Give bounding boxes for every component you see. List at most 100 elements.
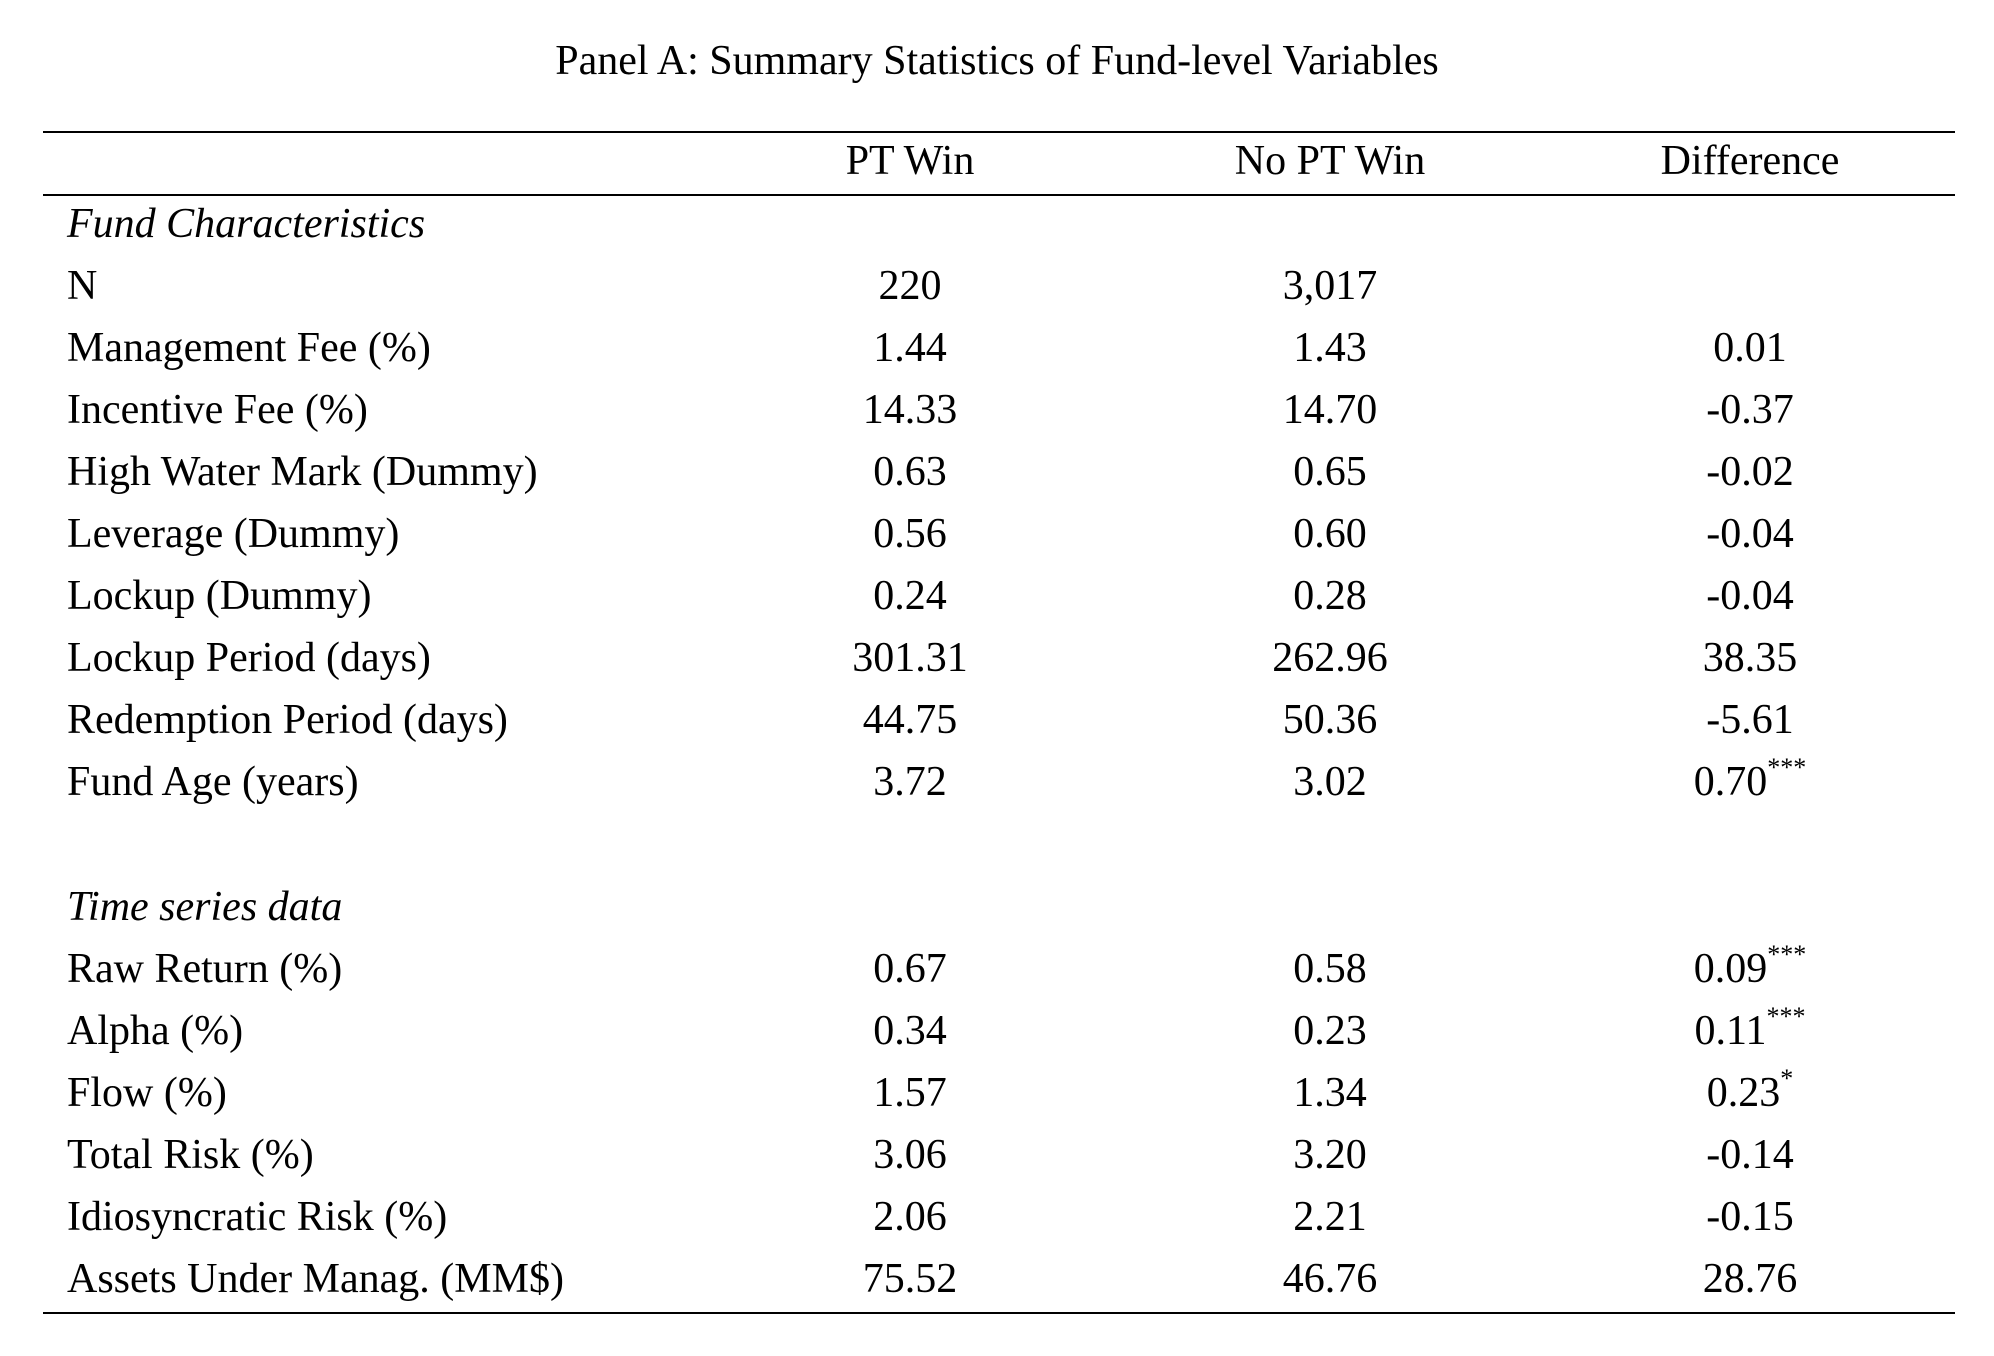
section-label: Fund Characteristics [67,201,426,247]
no-pt-win-value: 1.43 [1293,325,1367,371]
difference-value: -0.37 [1706,387,1794,433]
table-header-row: PT Win No PT Win Difference [0,130,1994,192]
no-pt-win-value: 0.23 [1293,1008,1367,1054]
table-row: Redemption Period (days) 44.75 50.36 -5.61 [0,689,1994,751]
table-row: Assets Under Manag. (MM$) 75.52 46.76 28.76 [0,1248,1994,1310]
difference-cell: 0.70*** [1630,751,1870,813]
difference-value: -0.15 [1706,1194,1794,1240]
pt-win-value: 0.34 [873,1008,947,1054]
difference-value: 0.09 [1693,946,1768,992]
difference-value: -0.04 [1706,511,1794,557]
row-label: Flow (%) [67,1070,227,1116]
row-label: Assets Under Manag. (MM$) [67,1256,564,1302]
row-label: Raw Return (%) [67,946,343,992]
row-label: Fund Age (years) [67,759,359,805]
significance-stars: *** [1767,753,1807,782]
difference-cell: 0.01 [1630,317,1870,379]
top-rule [43,131,1955,133]
no-pt-win-value: 3.20 [1293,1132,1367,1178]
difference-cell: -0.04 [1630,503,1870,565]
no-pt-win-value: 46.76 [1282,1256,1378,1302]
difference-cell: -5.61 [1630,689,1870,751]
pt-win-value: 0.24 [873,573,947,619]
difference-value: -0.04 [1706,573,1794,619]
no-pt-win-value: 0.65 [1293,449,1367,495]
pt-win-value: 14.33 [862,387,958,433]
header-no-pt-win: No PT Win [1234,138,1426,184]
no-pt-win-value: 14.70 [1282,387,1378,433]
table-row: Total Risk (%) 3.06 3.20 -0.14 [0,1124,1994,1186]
no-pt-win-value: 0.58 [1293,946,1367,992]
no-pt-win-value: 3.02 [1293,759,1367,805]
pt-win-value: 2.06 [873,1194,947,1240]
difference-cell [1630,255,1870,317]
bottom-rule [43,1312,1955,1314]
no-pt-win-value: 0.60 [1293,511,1367,557]
row-label: Lockup (Dummy) [67,573,372,619]
table-row: Leverage (Dummy) 0.56 0.60 -0.04 [0,503,1994,565]
table-row: Management Fee (%) 1.44 1.43 0.01 [0,317,1994,379]
table-row: High Water Mark (Dummy) 0.63 0.65 -0.02 [0,441,1994,503]
no-pt-win-value: 50.36 [1282,697,1378,743]
table-row: Idiosyncratic Risk (%) 2.06 2.21 -0.15 [0,1186,1994,1248]
pt-win-value: 1.44 [873,325,947,371]
table-row: N 220 3,017 [0,255,1994,317]
pt-win-value: 301.31 [852,635,968,681]
difference-cell: -0.14 [1630,1124,1870,1186]
no-pt-win-value: 262.96 [1272,635,1388,681]
table-row: Lockup Period (days) 301.31 262.96 38.35 [0,627,1994,689]
difference-value: -5.61 [1706,697,1794,743]
difference-value: 0.11 [1694,1008,1767,1054]
row-label: N [67,263,98,309]
difference-cell: -0.04 [1630,565,1870,627]
header-pt-win: PT Win [845,138,975,184]
row-label: Incentive Fee (%) [67,387,368,433]
pt-win-value: 44.75 [862,697,958,743]
row-label: Redemption Period (days) [67,697,508,743]
pt-win-value: 3.06 [873,1132,947,1178]
section-row: Fund Characteristics [0,193,1994,255]
difference-value: -0.02 [1706,449,1794,495]
row-label: Management Fee (%) [67,325,431,371]
significance-stars: * [1780,1064,1794,1093]
difference-value: 0.23 [1706,1070,1781,1116]
pt-win-value: 0.63 [873,449,947,495]
no-pt-win-value: 3,017 [1282,263,1378,309]
difference-cell: -0.02 [1630,441,1870,503]
row-label: Leverage (Dummy) [67,511,400,557]
no-pt-win-value: 1.34 [1293,1070,1367,1116]
difference-cell: 38.35 [1630,627,1870,689]
no-pt-win-value: 2.21 [1293,1194,1367,1240]
difference-cell: 0.11*** [1630,1000,1870,1062]
section-label: Time series data [67,884,343,930]
row-label: Lockup Period (days) [67,635,431,681]
row-label: Total Risk (%) [67,1132,314,1178]
table-row: Lockup (Dummy) 0.24 0.28 -0.04 [0,565,1994,627]
pt-win-value: 75.52 [862,1256,958,1302]
significance-stars: *** [1766,1002,1806,1031]
pt-win-value: 3.72 [873,759,947,805]
difference-cell: -0.15 [1630,1186,1870,1248]
difference-value: 0.01 [1713,325,1787,371]
row-label: Alpha (%) [67,1008,244,1054]
difference-value: 38.35 [1702,635,1798,681]
table-row: Alpha (%) 0.34 0.23 0.11*** [0,1000,1994,1062]
difference-cell: 0.23* [1630,1062,1870,1124]
table-row: Raw Return (%) 0.67 0.58 0.09*** [0,938,1994,1000]
difference-cell: -0.37 [1630,379,1870,441]
difference-value: 28.76 [1702,1256,1798,1302]
no-pt-win-value: 0.28 [1293,573,1367,619]
difference-value: 0.70 [1693,759,1768,805]
panel-title: Panel A: Summary Statistics of Fund-leve… [555,38,1439,84]
pt-win-value: 0.56 [873,511,947,557]
table-row: Fund Age (years) 3.72 3.02 0.70*** [0,751,1994,813]
section-row: Time series data [0,876,1994,938]
pt-win-value: 0.67 [873,946,947,992]
table-row: Flow (%) 1.57 1.34 0.23* [0,1062,1994,1124]
significance-stars: *** [1767,940,1807,969]
header-difference: Difference [1660,138,1840,184]
difference-value: -0.14 [1706,1132,1794,1178]
difference-cell: 0.09*** [1630,938,1870,1000]
pt-win-value: 220 [878,263,942,309]
